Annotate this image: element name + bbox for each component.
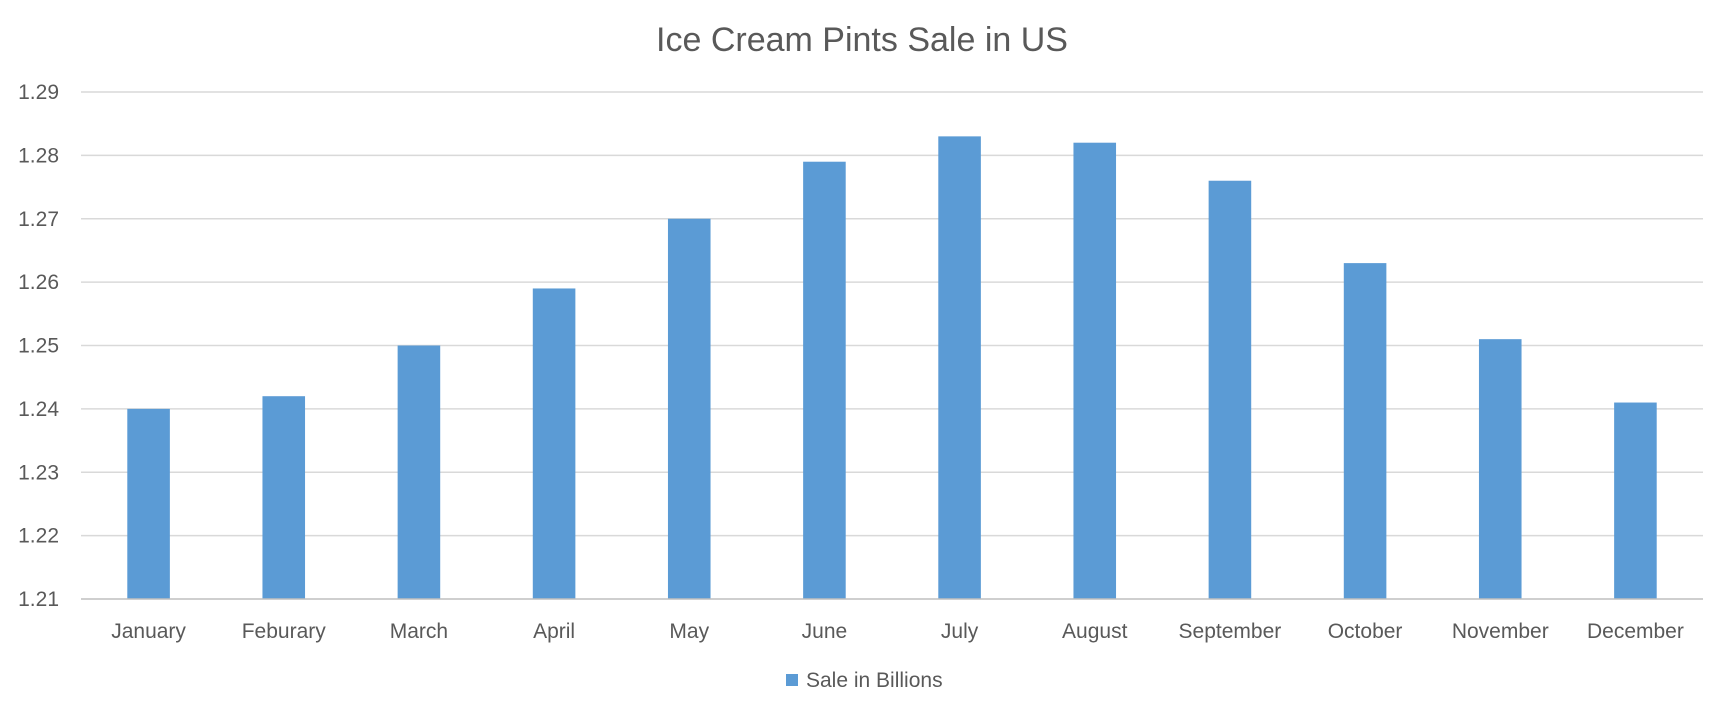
x-tick-label: April bbox=[533, 620, 575, 643]
bars bbox=[127, 136, 1657, 600]
x-tick-label: August bbox=[1062, 620, 1128, 643]
x-tick-label: September bbox=[1179, 620, 1282, 643]
y-tick-label: 1.23 bbox=[18, 461, 59, 484]
y-tick-label: 1.25 bbox=[18, 335, 59, 358]
y-tick-label: 1.21 bbox=[18, 588, 59, 611]
legend: Sale in Billions bbox=[786, 669, 943, 692]
bar-march bbox=[397, 345, 441, 599]
y-axis-ticks: 1.21 1.22 1.23 1.24 1.25 1.26 1.27 1.28 1.29 bbox=[18, 81, 59, 611]
bar-august bbox=[1073, 142, 1117, 599]
gridlines bbox=[81, 91, 1703, 537]
x-axis-ticks: January Feburary March April May June July Augu… bbox=[111, 620, 1684, 643]
bar-december bbox=[1614, 402, 1657, 599]
x-tick-label: June bbox=[802, 620, 848, 643]
bar-september bbox=[1208, 180, 1252, 599]
y-tick-label: 1.22 bbox=[18, 525, 59, 548]
x-tick-label: December bbox=[1587, 620, 1684, 643]
bar-april bbox=[532, 288, 576, 599]
x-tick-label: May bbox=[669, 620, 709, 643]
x-tick-label: November bbox=[1452, 620, 1549, 643]
y-tick-label: 1.26 bbox=[18, 271, 59, 294]
bar-may bbox=[667, 218, 711, 599]
bar-january bbox=[127, 408, 170, 599]
bar-november bbox=[1478, 339, 1522, 599]
y-tick-label: 1.28 bbox=[18, 144, 59, 167]
x-tick-label: October bbox=[1328, 620, 1403, 643]
y-tick-label: 1.29 bbox=[18, 81, 59, 104]
x-tick-label: July bbox=[941, 620, 979, 643]
legend-label: Sale in Billions bbox=[806, 669, 943, 692]
legend-swatch bbox=[786, 674, 798, 686]
y-tick-label: 1.27 bbox=[18, 208, 59, 231]
bar-october bbox=[1343, 263, 1387, 599]
bar-feburary bbox=[262, 396, 306, 599]
y-tick-label: 1.24 bbox=[18, 398, 59, 421]
bar-june bbox=[803, 161, 846, 599]
x-tick-label: March bbox=[390, 620, 448, 643]
chart-title: Ice Cream Pints Sale in US bbox=[656, 21, 1068, 59]
x-tick-label: Feburary bbox=[242, 620, 327, 643]
x-tick-label: January bbox=[111, 620, 186, 643]
bar-july bbox=[938, 136, 981, 600]
